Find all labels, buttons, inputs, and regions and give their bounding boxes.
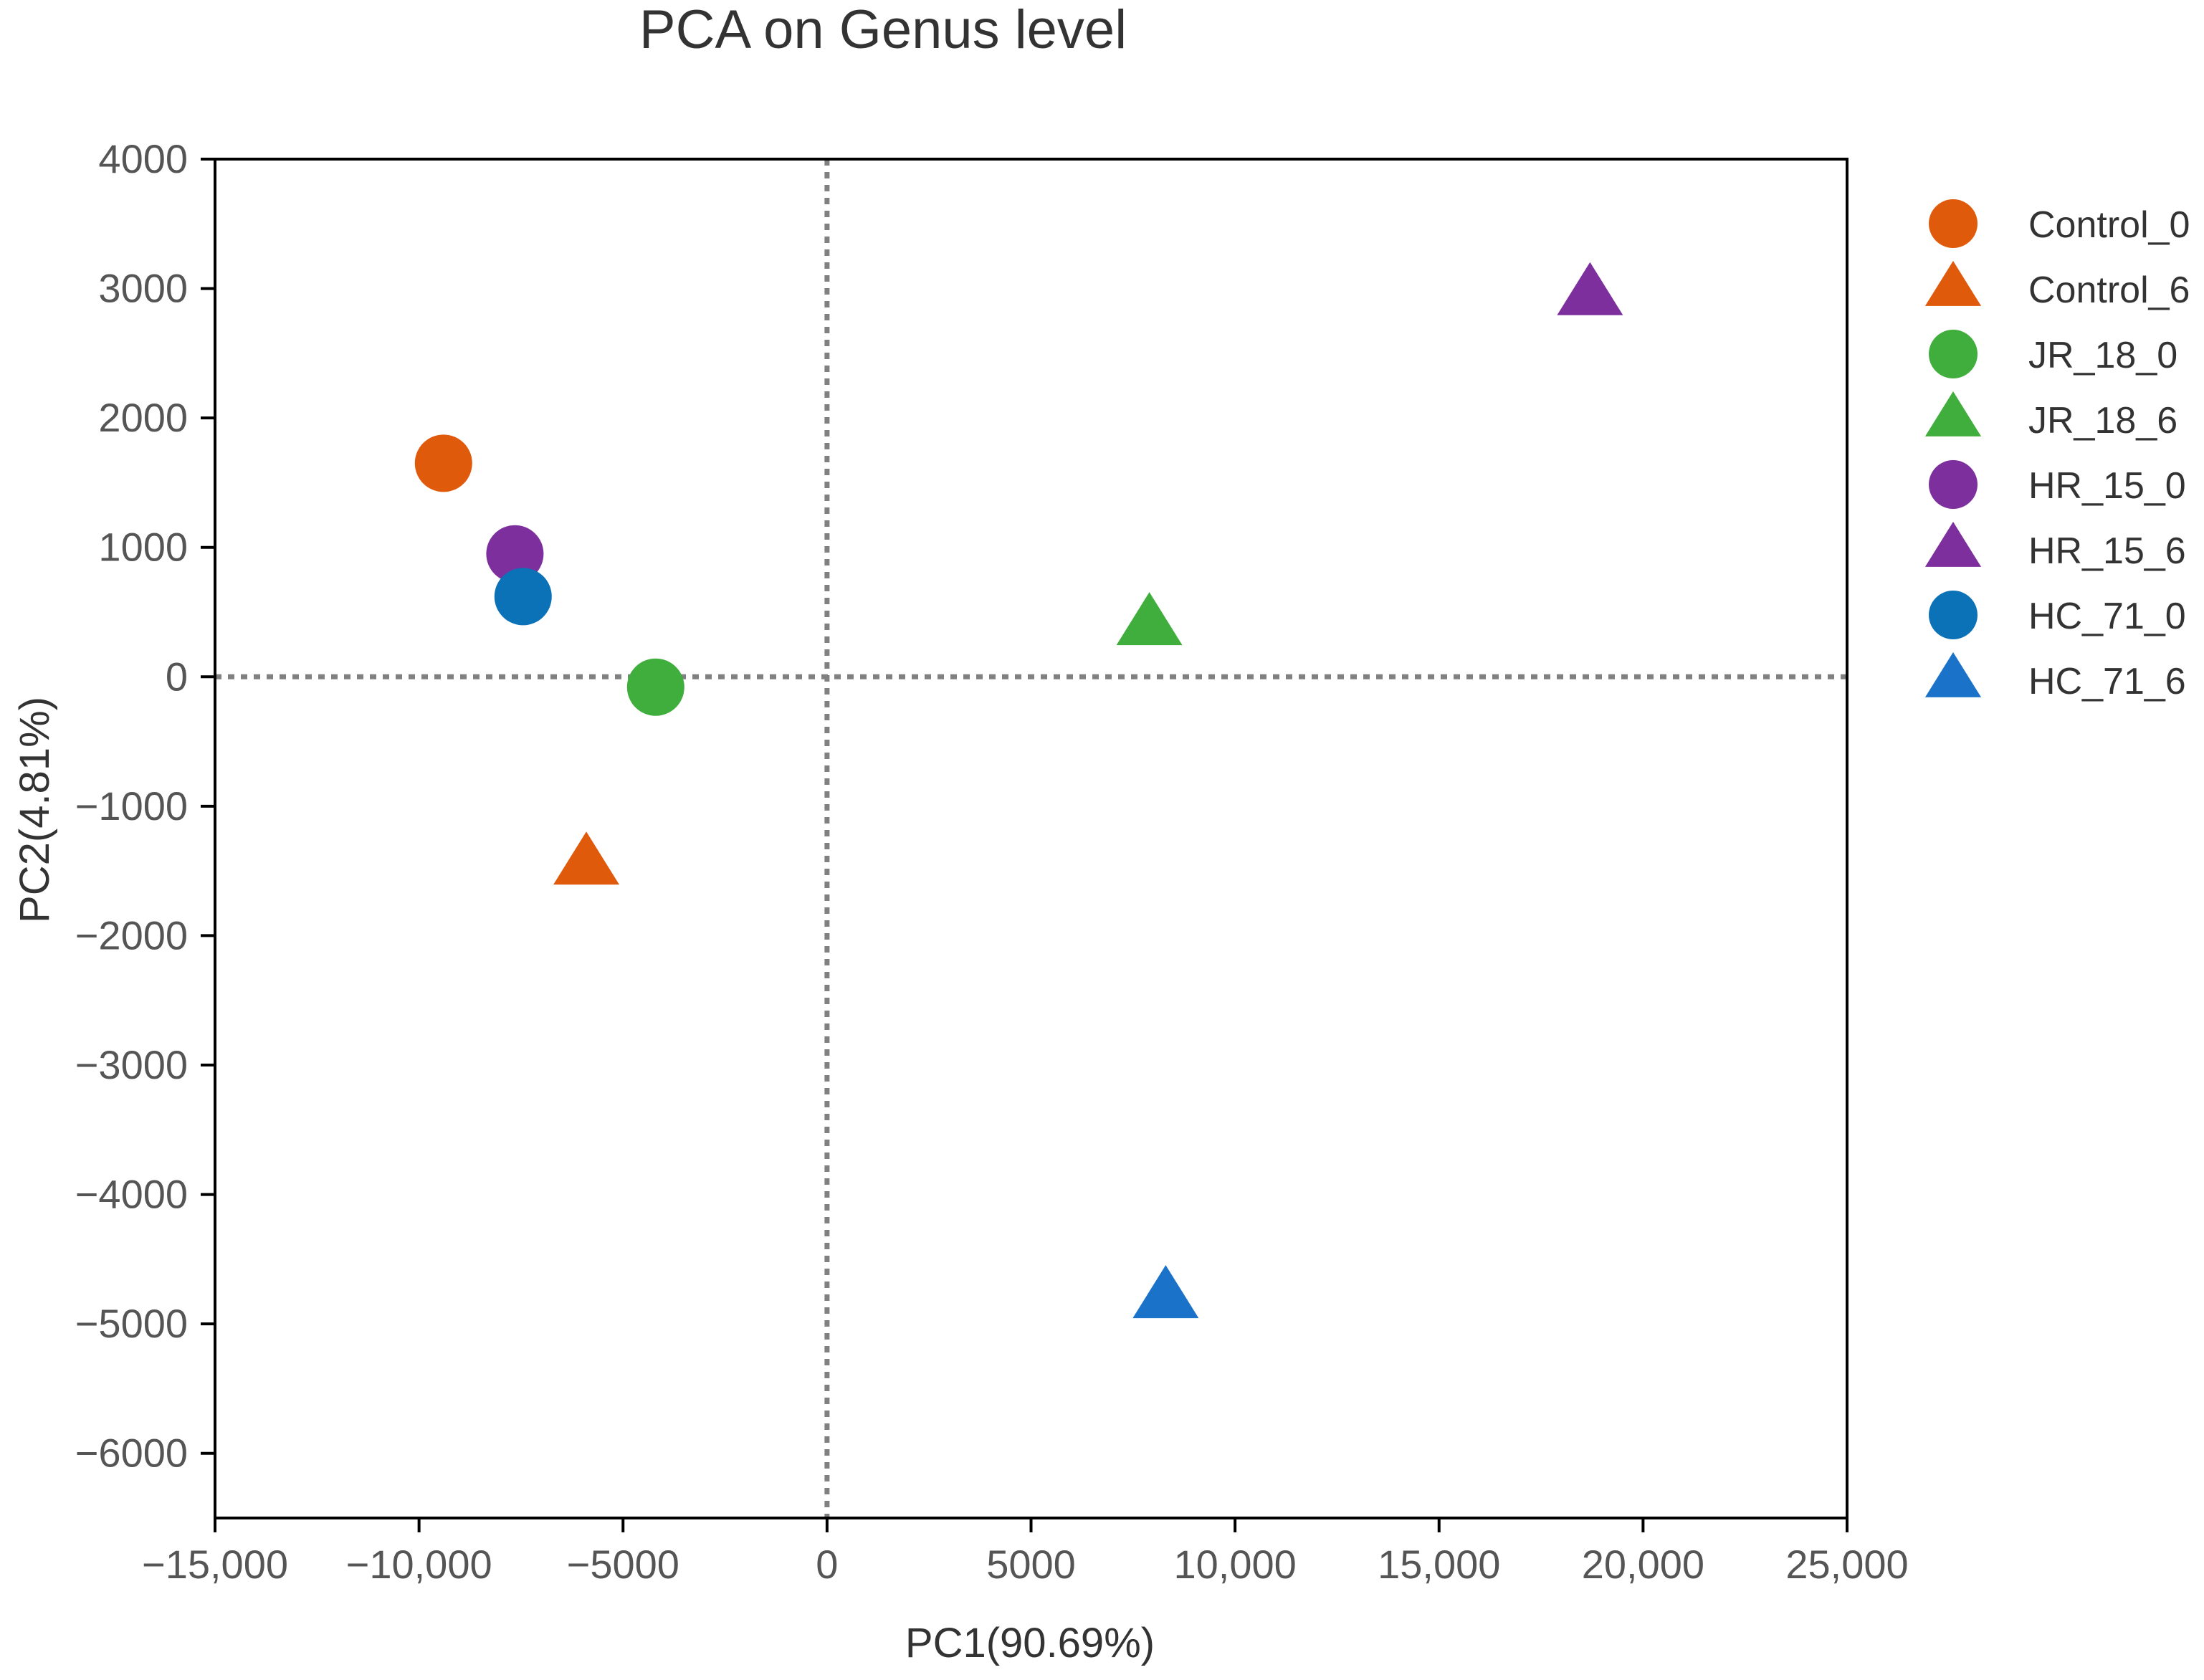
y-tick-label: −2000 [75, 912, 188, 958]
legend-marker-hc-71-6 [1924, 652, 1982, 697]
x-axis-ticks: −15,000 −10,000 −5000 0 5000 10,000 15,000 20,0… [142, 1518, 1909, 1587]
legend-label-jr-18-0: JR_18_0 [2028, 335, 2177, 376]
y-tick-label: 4000 [98, 136, 188, 181]
x-tick-label: 0 [816, 1542, 838, 1587]
legend-marker-hc-71-0 [1929, 591, 1978, 639]
legend-marker-jr-18-0 [1929, 330, 1978, 378]
point-control-6 [553, 831, 620, 885]
chart-title: PCA on Genus level [639, 0, 1127, 60]
point-hc-71-0 [494, 568, 552, 626]
point-hr-15-6 [1557, 262, 1623, 315]
x-tick-label: −5000 [567, 1542, 679, 1587]
y-tick-label: 3000 [98, 266, 188, 311]
y-tick-label: −1000 [75, 783, 188, 829]
y-tick-label: −3000 [75, 1042, 188, 1087]
point-hr-15-0 [486, 525, 544, 583]
y-tick-label: −5000 [75, 1301, 188, 1346]
x-tick-label: −15,000 [142, 1542, 288, 1587]
legend-label-jr-18-6: JR_18_6 [2028, 400, 2177, 442]
legend-label-hr-15-0: HR_15_0 [2028, 465, 2186, 507]
point-jr-18-0 [626, 658, 684, 716]
y-tick-label: −6000 [75, 1431, 188, 1476]
legend-marker-hr-15-6 [1924, 522, 1982, 567]
y-tick-label: −4000 [75, 1172, 188, 1217]
y-axis-label: PC2(4.81%) [11, 697, 58, 923]
x-tick-label: −10,000 [346, 1542, 492, 1587]
point-hc-71-6 [1132, 1265, 1199, 1319]
legend-marker-hr-15-0 [1929, 460, 1978, 509]
y-tick-label: 0 [166, 654, 188, 699]
legend-marker-control-6 [1924, 261, 1982, 306]
x-axis-label: PC1(90.69%) [905, 1620, 1155, 1666]
legend-marker-jr-18-6 [1924, 391, 1982, 436]
legend-label-control-6: Control_6 [2028, 269, 2190, 311]
y-tick-label: 1000 [98, 525, 188, 570]
legend-label-hc-71-6: HC_71_6 [2028, 661, 2186, 702]
legend-label-hc-71-0: HC_71_0 [2028, 596, 2186, 637]
legend-label-hr-15-6: HR_15_6 [2028, 530, 2186, 572]
legend-marker-control-0 [1929, 199, 1978, 248]
x-tick-label: 20,000 [1582, 1542, 1704, 1587]
legend: Control_0 Control_6 JR_18_0 JR_18_6 HR_15_0 H… [1924, 199, 2190, 702]
data-points [414, 262, 1623, 1319]
point-control-0 [414, 434, 472, 492]
legend-label-control-0: Control_0 [2028, 204, 2190, 246]
x-tick-label: 25,000 [1785, 1542, 1908, 1587]
y-axis-ticks: 4000 3000 2000 1000 0 −1000 −2000 −3000 −4000 −50… [75, 136, 215, 1476]
x-tick-label: 5000 [986, 1542, 1076, 1587]
y-tick-label: 2000 [98, 395, 188, 440]
x-tick-label: 15,000 [1378, 1542, 1500, 1587]
point-jr-18-6 [1116, 592, 1183, 646]
x-tick-label: 10,000 [1173, 1542, 1296, 1587]
reference-lines [215, 159, 1847, 1518]
